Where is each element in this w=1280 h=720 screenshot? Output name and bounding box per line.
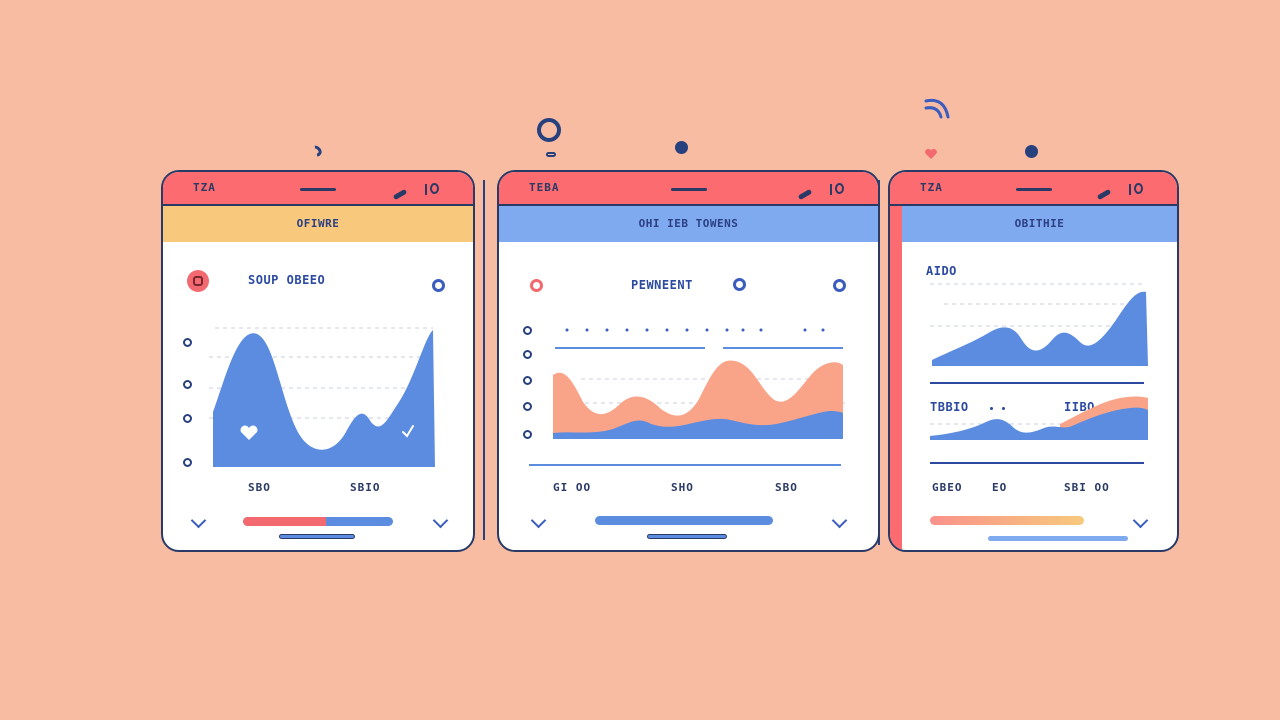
axis-marker <box>183 458 192 467</box>
section-title: TBBIO <box>930 400 969 414</box>
signal-icon <box>1096 188 1112 201</box>
options-icon[interactable] <box>833 279 846 292</box>
divider-line <box>483 180 485 540</box>
area-chart <box>553 360 845 439</box>
card-title: SOUP OBEEO <box>248 273 326 287</box>
divider-line <box>723 347 843 349</box>
x-axis-label: EO <box>992 481 1008 494</box>
chevron-down-icon[interactable] <box>530 512 547 529</box>
divider-icon <box>1129 184 1131 195</box>
axis-marker <box>183 414 192 423</box>
dotted-row <box>565 328 825 332</box>
phone-screen-3: TZA OBITHIE AIDO TBBIO IIBO GBEO EO SBI … <box>888 170 1179 552</box>
wifi-icon <box>922 95 952 125</box>
check-icon <box>402 425 414 438</box>
x-axis-label: SBO <box>775 481 798 494</box>
header-band: OHI IEB TOWENS <box>499 206 878 242</box>
salmon-series <box>553 360 843 439</box>
x-axis-label: GI OO <box>553 481 592 494</box>
blue-series <box>553 411 843 439</box>
status-bar: TEBA <box>499 172 878 206</box>
axis-marker <box>523 350 532 359</box>
header-band: OFIWRE <box>163 206 473 242</box>
area-chart-bottom <box>930 396 1148 440</box>
status-time: TZA <box>920 181 943 194</box>
axis-marker <box>523 326 532 335</box>
x-axis-label: SBIO <box>350 481 381 494</box>
blue-series <box>930 407 1148 440</box>
dot-decoration <box>1025 145 1038 158</box>
area-series <box>213 330 435 467</box>
x-axis-label: SHO <box>671 481 694 494</box>
options-icon[interactable] <box>432 279 445 292</box>
battery-icon <box>430 183 439 194</box>
x-axis-label: GBEO <box>932 481 963 494</box>
area-chart-top <box>930 283 1148 366</box>
battery-icon <box>1134 183 1143 194</box>
chevron-down-icon[interactable] <box>831 512 848 529</box>
progress-bar <box>243 517 393 526</box>
phone-screen-1: TZA OFIWRE SOUP OBEEO SBO SBIO <box>161 170 475 552</box>
dash-decoration <box>546 152 556 157</box>
blue-series <box>932 291 1148 366</box>
progress-fill <box>243 517 326 526</box>
ring-decoration <box>537 118 561 142</box>
axis-marker <box>183 380 192 389</box>
chevron-down-icon[interactable] <box>432 512 449 529</box>
progress-bar <box>595 516 773 525</box>
status-notch <box>1015 188 1052 191</box>
squiggle-icon <box>308 143 324 159</box>
divider-line <box>930 382 1144 384</box>
divider-icon <box>830 184 832 195</box>
dot-decoration <box>675 141 688 154</box>
status-bar: TZA <box>890 172 1177 206</box>
heart-icon <box>924 145 938 159</box>
axis-marker <box>523 402 532 411</box>
divider-icon <box>425 184 427 195</box>
home-indicator <box>647 534 727 539</box>
phone-screen-2: TEBA OHI IEB TOWENS PEWNEENT <box>497 170 880 552</box>
divider-line <box>555 347 705 349</box>
signal-icon <box>392 188 408 201</box>
chevron-down-icon[interactable] <box>190 512 207 529</box>
axis-marker <box>183 338 192 347</box>
axis-marker <box>523 430 532 439</box>
signal-icon <box>797 188 813 201</box>
area-chart <box>209 327 435 467</box>
info-icon[interactable] <box>733 278 746 291</box>
status-notch <box>300 188 336 191</box>
status-notch <box>670 188 707 191</box>
x-axis-label: SBI OO <box>1064 481 1110 494</box>
progress-bar <box>930 516 1084 525</box>
chevron-down-icon[interactable] <box>1132 512 1149 529</box>
dot-marker <box>990 407 993 410</box>
home-indicator <box>279 534 355 539</box>
record-icon[interactable] <box>530 279 543 292</box>
card-title: PEWNEENT <box>631 278 693 292</box>
home-indicator <box>988 536 1128 541</box>
divider-line <box>930 462 1144 464</box>
axis-baseline <box>529 464 841 466</box>
section-title: AIDO <box>926 264 957 278</box>
heart-icon <box>240 425 258 440</box>
header-band: OBITHIE <box>902 206 1177 242</box>
axis-marker <box>523 376 532 385</box>
status-bar: TZA <box>163 172 473 206</box>
x-axis-label: SBO <box>248 481 271 494</box>
status-time: TEBA <box>529 181 560 194</box>
side-accent <box>890 206 902 550</box>
battery-icon <box>835 183 844 194</box>
dot-marker <box>1002 407 1005 410</box>
status-time: TZA <box>193 181 216 194</box>
record-icon[interactable] <box>187 270 209 292</box>
